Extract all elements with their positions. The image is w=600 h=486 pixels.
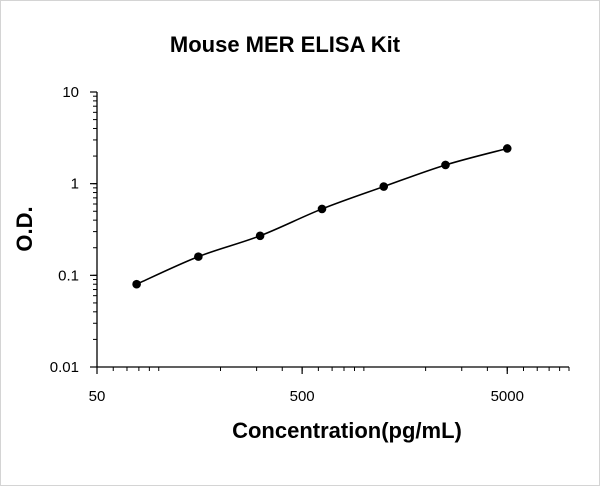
data-point bbox=[194, 252, 203, 261]
data-point bbox=[317, 204, 327, 214]
y-tick-label: 0.01 bbox=[50, 359, 79, 376]
y-axis-label: O.D. bbox=[12, 206, 37, 251]
fit-curve bbox=[136, 147, 508, 285]
data-point bbox=[255, 231, 265, 241]
data-point bbox=[132, 279, 141, 289]
y-axis-ticks: 0.01 0.1 1 10 bbox=[50, 84, 97, 376]
y-tick-label: 1 bbox=[71, 176, 79, 193]
chart-title: Mouse MER ELISA Kit bbox=[170, 32, 401, 57]
x-tick-label: 500 bbox=[290, 388, 315, 405]
fit-curves bbox=[136, 147, 508, 285]
axes bbox=[96, 92, 569, 368]
x-axis-label: Concentration(pg/mL) bbox=[232, 418, 462, 443]
data-point bbox=[379, 182, 389, 191]
x-tick-label: 5000 bbox=[491, 388, 524, 405]
data-point bbox=[502, 144, 512, 153]
data-point bbox=[441, 160, 450, 170]
y-tick-label: 10 bbox=[62, 84, 79, 101]
x-tick-label: 50 bbox=[89, 388, 106, 405]
x-axis-ticks: 50 500 5000 bbox=[89, 367, 570, 405]
data-points bbox=[132, 144, 512, 289]
y-tick-label: 0.1 bbox=[58, 267, 79, 284]
